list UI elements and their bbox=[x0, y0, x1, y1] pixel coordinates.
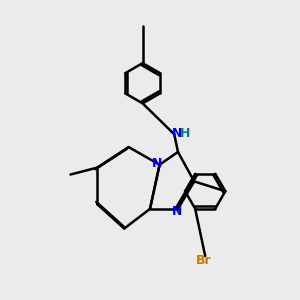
Text: N: N bbox=[172, 205, 182, 218]
Text: H: H bbox=[179, 127, 190, 140]
Text: Br: Br bbox=[196, 254, 212, 267]
Text: N: N bbox=[152, 157, 162, 170]
Text: N: N bbox=[172, 127, 182, 140]
